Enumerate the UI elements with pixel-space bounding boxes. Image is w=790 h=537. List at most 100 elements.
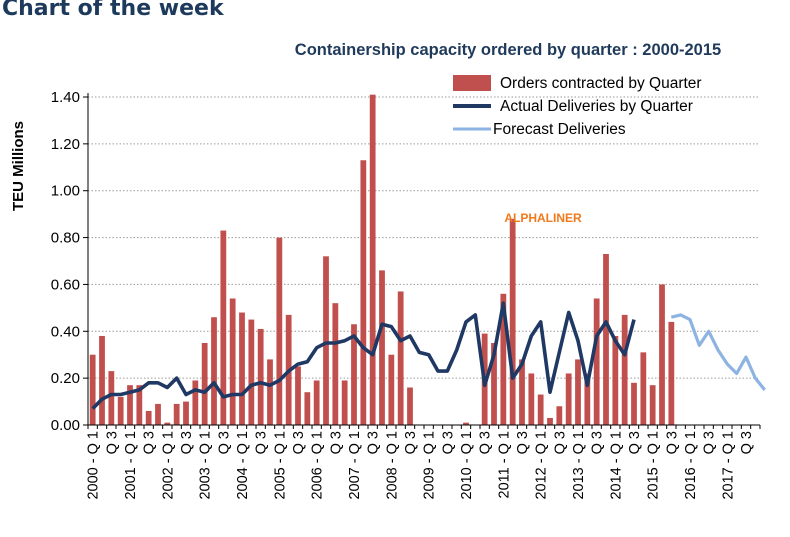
x-tick-label: Q 3 bbox=[328, 431, 344, 454]
orders-bar bbox=[117, 396, 124, 425]
x-tick-label: Q 3 bbox=[366, 431, 382, 454]
grid-lines bbox=[88, 96, 760, 379]
orders-bar bbox=[239, 312, 245, 425]
orders-bar bbox=[211, 317, 217, 425]
x-tick-label: Q 3 bbox=[403, 431, 419, 454]
x-tick-label: 2014 - Q 1 bbox=[608, 431, 624, 500]
orders-bar bbox=[631, 382, 637, 425]
x-tick-label: 2010 - Q 1 bbox=[459, 431, 475, 500]
x-tick-label: 2017 - Q 1 bbox=[720, 431, 736, 500]
y-tick-label: 0.00 bbox=[51, 417, 80, 434]
orders-bar bbox=[267, 359, 273, 425]
x-tick-label: Q 3 bbox=[627, 431, 643, 454]
x-tick-label: Q 3 bbox=[739, 431, 755, 454]
orders-bar bbox=[556, 406, 563, 425]
header-banner: Chart of the week bbox=[0, 0, 790, 26]
orders-bar bbox=[351, 324, 357, 425]
y-tick-label: 0.60 bbox=[51, 276, 80, 293]
forecast-deliveries-line bbox=[670, 313, 766, 391]
orders-bar bbox=[491, 343, 497, 425]
legend-swatch-orders bbox=[453, 75, 491, 91]
y-tick-label: 0.40 bbox=[51, 323, 80, 340]
orders-bar bbox=[528, 373, 535, 425]
orders-bar bbox=[584, 373, 591, 425]
orders-bar bbox=[612, 335, 619, 425]
x-tick-label: 2015 - Q 1 bbox=[646, 431, 662, 500]
x-tick-label: Q 3 bbox=[179, 431, 195, 454]
orders-bar bbox=[500, 293, 507, 425]
y-tick-label: 0.80 bbox=[51, 230, 80, 247]
x-tick-label: 2003 - Q 1 bbox=[198, 431, 214, 500]
x-tick-label: Q 3 bbox=[142, 431, 158, 454]
orders-bar bbox=[397, 291, 404, 425]
legend-label-actual: Actual Deliveries by Quarter bbox=[500, 98, 693, 115]
x-tick-label: Q 3 bbox=[440, 431, 456, 454]
y-axis-ticks: 0.00 0.20 0.40 0.60 0.80 1.00 1.20 1.40 bbox=[51, 89, 88, 434]
x-tick-label: 2009 - Q 1 bbox=[422, 431, 438, 500]
x-tick-label: Q 3 bbox=[254, 431, 270, 454]
orders-bar bbox=[136, 385, 143, 425]
x-tick-label: Q 3 bbox=[515, 431, 531, 454]
orders-bar bbox=[593, 298, 600, 425]
x-tick-label: Q 3 bbox=[552, 431, 568, 454]
orders-bar bbox=[127, 385, 133, 425]
orders-bar bbox=[379, 270, 385, 425]
y-tick-label: 0.20 bbox=[51, 370, 80, 387]
orders-bar bbox=[276, 237, 283, 425]
orders-bar bbox=[649, 385, 656, 425]
y-tick-label: 1.40 bbox=[51, 89, 80, 106]
x-tick-label: 2005 - Q 1 bbox=[272, 431, 288, 500]
x-tick-label: 2008 - Q 1 bbox=[384, 431, 400, 500]
orders-bar bbox=[547, 417, 553, 425]
y-axis-label: TEU Millions bbox=[10, 121, 27, 211]
x-tick-label: 2001 - Q 1 bbox=[123, 431, 139, 500]
x-tick-label: Q 3 bbox=[590, 431, 606, 454]
orders-bar bbox=[537, 394, 544, 425]
x-tick-label: 2016 - Q 1 bbox=[683, 431, 699, 500]
x-tick-label: 2002 - Q 1 bbox=[160, 431, 176, 500]
x-tick-label: Q 3 bbox=[664, 431, 680, 454]
orders-bar bbox=[575, 359, 581, 425]
orders-bar bbox=[313, 380, 320, 425]
orders-bar bbox=[519, 359, 525, 425]
orders-bar bbox=[565, 373, 572, 425]
orders-bar bbox=[304, 392, 311, 425]
orders-bar bbox=[192, 380, 199, 425]
orders-bar bbox=[369, 94, 376, 426]
orders-bar bbox=[332, 303, 339, 425]
orders-bar bbox=[155, 403, 161, 425]
x-tick-label: 2007 - Q 1 bbox=[347, 431, 363, 500]
orders-bar bbox=[164, 422, 171, 425]
x-tick-label: Q 3 bbox=[478, 431, 494, 454]
x-tick-label: 2000 - Q 1 bbox=[86, 431, 102, 500]
chart-title: Containership capacity ordered by quarte… bbox=[295, 41, 721, 59]
x-tick-label: Q 3 bbox=[291, 431, 307, 454]
x-tick-label: 2004 - Q 1 bbox=[235, 431, 251, 500]
header-title: Chart of the week bbox=[2, 0, 224, 21]
orders-bar bbox=[108, 371, 115, 425]
orders-bar bbox=[407, 387, 413, 425]
x-tick-label: 2012 - Q 1 bbox=[534, 431, 550, 500]
orders-bar bbox=[463, 422, 469, 425]
x-tick-label: Q 3 bbox=[702, 431, 718, 454]
orders-bar bbox=[659, 284, 665, 425]
orders-bar bbox=[201, 343, 208, 425]
orders-bar bbox=[99, 335, 105, 425]
orders-bar bbox=[89, 354, 96, 425]
delivery-lines bbox=[91, 301, 766, 410]
x-tick-label: Q 3 bbox=[104, 431, 120, 454]
x-tick-label: 2013 - Q 1 bbox=[571, 431, 587, 500]
orders-bar bbox=[220, 230, 227, 425]
x-tick-label: 2006 - Q 1 bbox=[310, 431, 326, 500]
orders-bar bbox=[668, 321, 675, 425]
actual-deliveries-line bbox=[91, 301, 636, 410]
orders-bar bbox=[323, 256, 329, 425]
orders-bar bbox=[509, 218, 516, 425]
orders-bar bbox=[248, 319, 255, 425]
orders-bar bbox=[183, 401, 189, 425]
legend: Orders contracted by Quarter Actual Deli… bbox=[453, 75, 702, 138]
orders-bar bbox=[621, 314, 628, 425]
orders-bar bbox=[257, 328, 264, 425]
